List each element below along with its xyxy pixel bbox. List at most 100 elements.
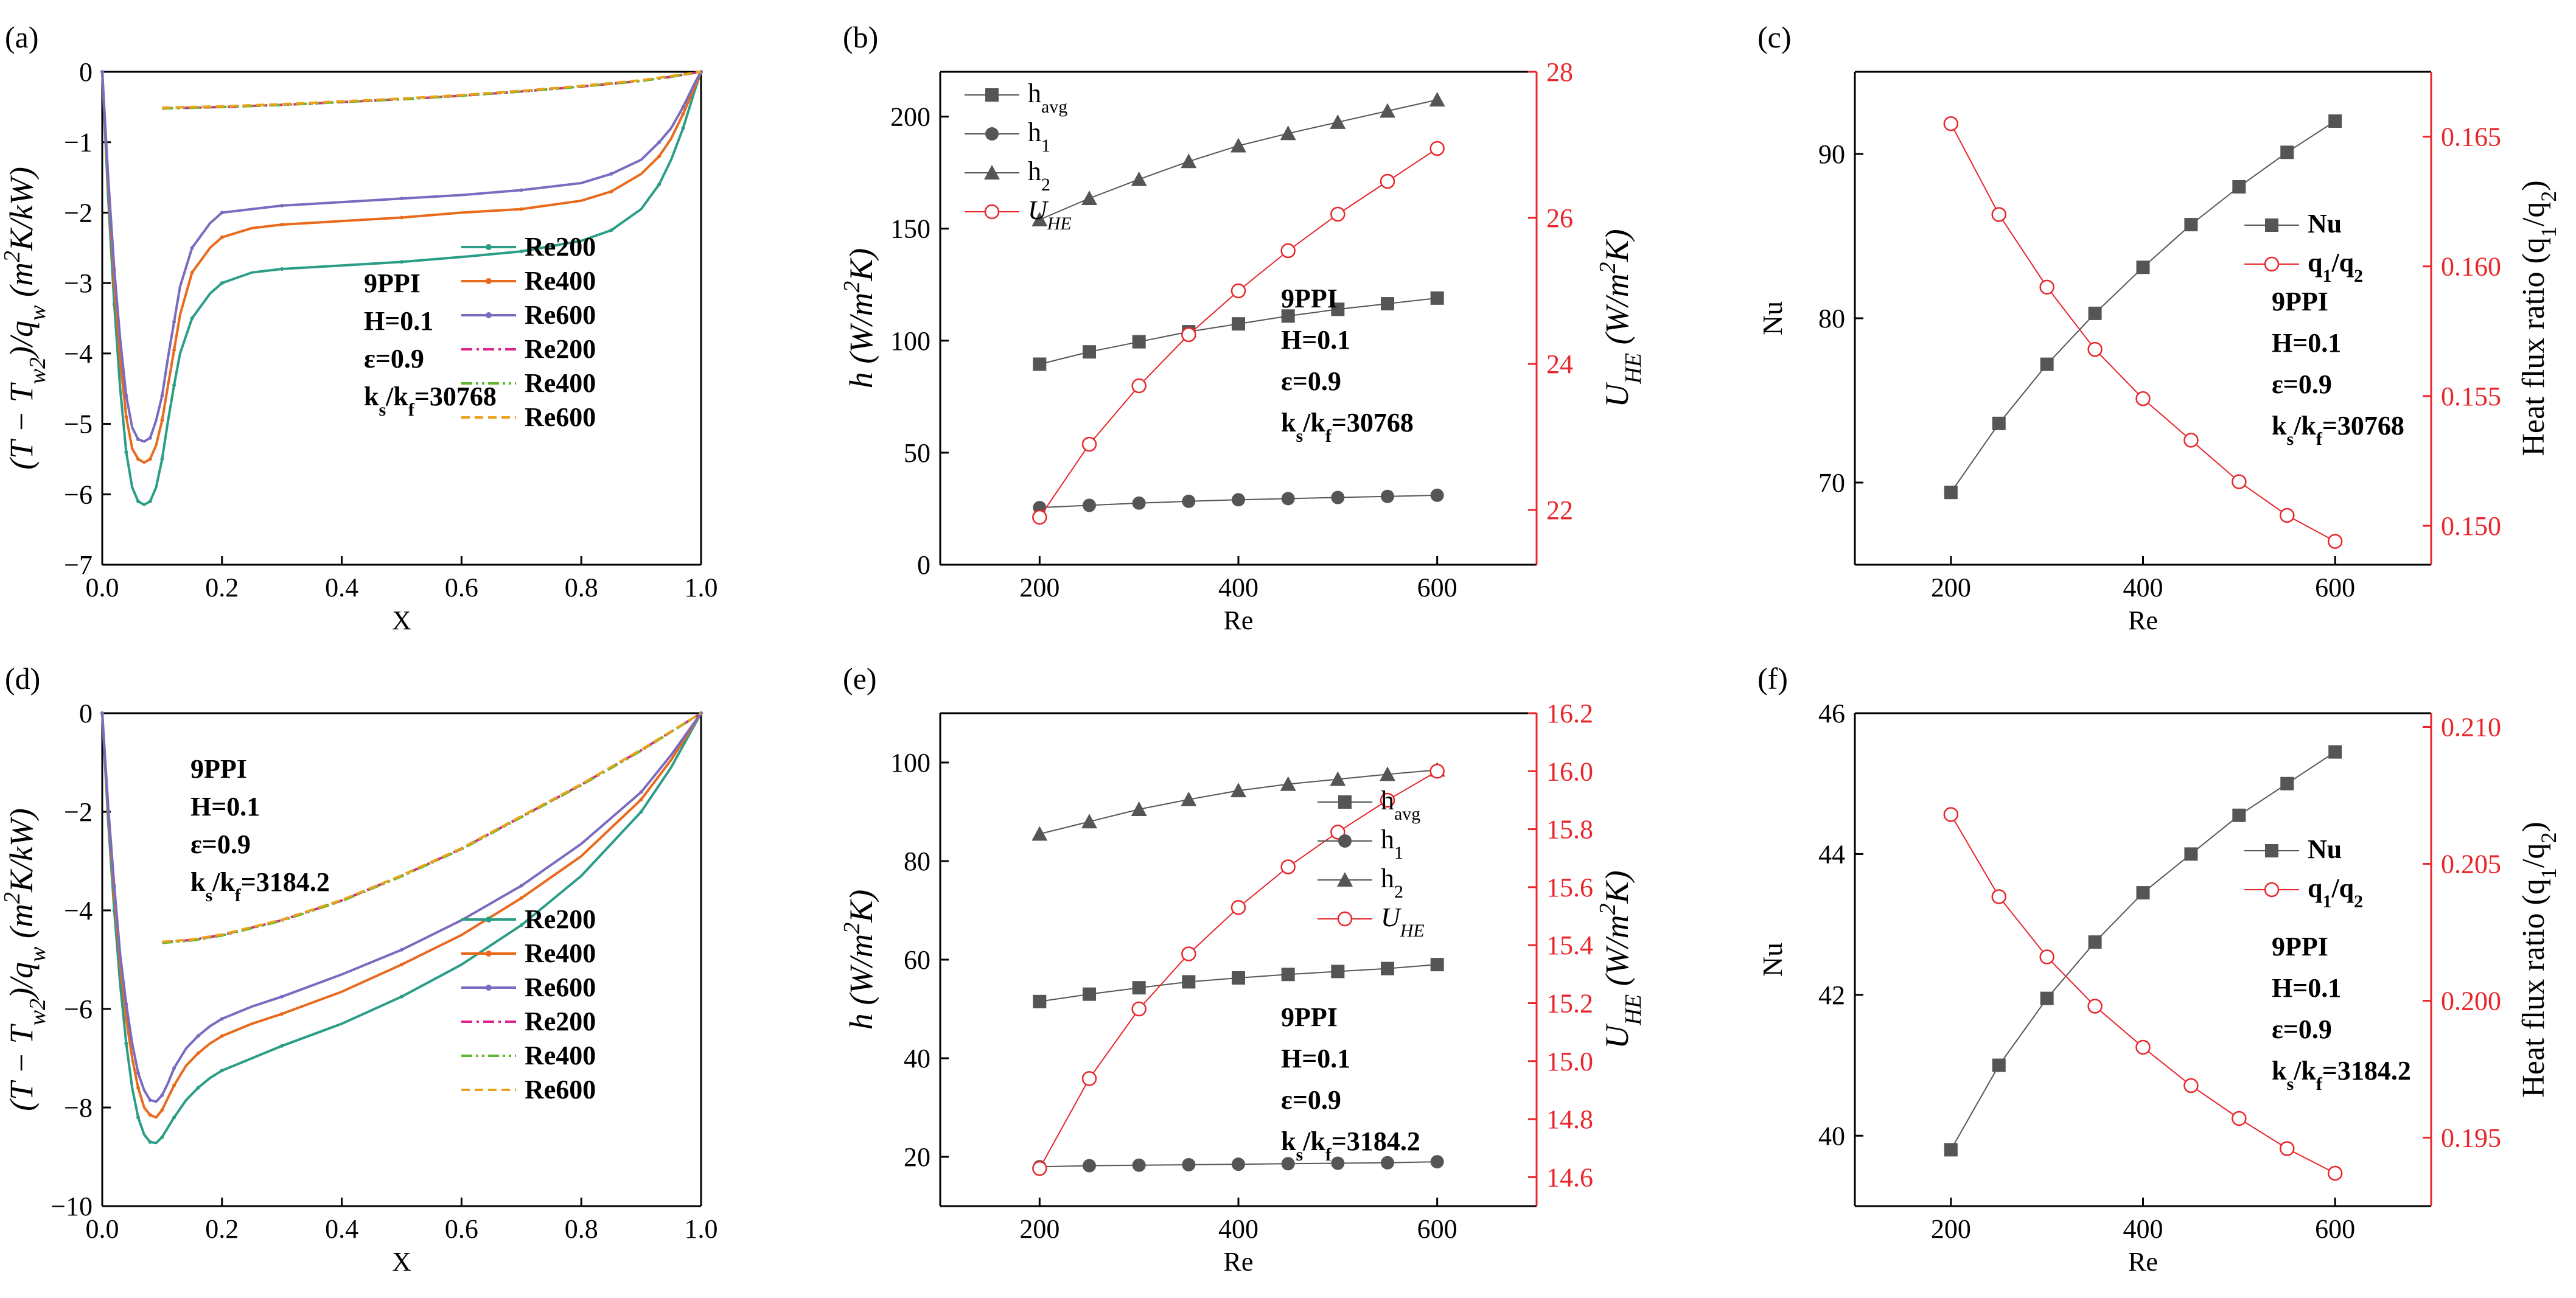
data-point-open-circle [1081, 436, 1097, 452]
y-tick-label: 80 [1818, 304, 1845, 333]
y-tick-label: 200 [890, 102, 930, 132]
data-point-square [1430, 291, 1444, 305]
data-point-open-circle [1230, 283, 1246, 299]
data-point-square [1944, 486, 1958, 500]
text-part: (T − T [3, 1023, 40, 1111]
data-point-open-circle [1380, 173, 1395, 189]
data-point [148, 1113, 152, 1117]
data-point-open-circle [1032, 509, 1047, 525]
panel-f: (f) 200 400 600 Re 40 42 44 46 0.195 0.200 0.205 0.2… [1757, 661, 2561, 1277]
data-point [196, 1051, 200, 1055]
legend-label: Re200 [525, 232, 596, 262]
y-tick-label: 44 [1818, 839, 1845, 869]
text-part: )/q [3, 962, 40, 1000]
x-tick-label: 200 [1931, 1214, 1971, 1244]
legend-marker [2264, 882, 2280, 898]
text-part: K/kW) [3, 808, 40, 893]
y2-tick-label: 22 [1546, 495, 1573, 525]
data-point [280, 1044, 284, 1048]
data-point-open-circle [1330, 206, 1346, 222]
text-part: /q [2516, 843, 2551, 868]
y-tick-label: 40 [904, 1044, 930, 1073]
data-point-triangle [1230, 783, 1246, 798]
annotation-line: H=0.1 [2272, 328, 2341, 358]
data-point-square [2280, 776, 2294, 790]
data-point [148, 1098, 152, 1102]
text-part: k [1281, 408, 1296, 438]
text-part: ) [2516, 180, 2551, 190]
text-part: =30768 [1332, 408, 1414, 438]
legend-marker [2264, 256, 2280, 272]
text-part: s [379, 400, 386, 420]
data-point-circle [1430, 1155, 1444, 1169]
text-part: Nu [2308, 834, 2342, 864]
annotation-line: H=0.1 [2272, 973, 2341, 1003]
data-point-open-circle [2039, 279, 2054, 295]
data-point [400, 260, 403, 264]
legend-label: havg [1381, 786, 1420, 824]
x-tick-label: 400 [2123, 1214, 2163, 1244]
data-point [609, 172, 613, 176]
series-line-re600-dashed [162, 712, 702, 943]
data-point-circle [1132, 496, 1146, 510]
text-part: )/q [3, 321, 40, 359]
panel-label: (a) [5, 20, 39, 54]
right-axis: 22 24 26 28 [1528, 57, 1573, 525]
panel-label: (f) [1757, 661, 1788, 696]
text-part: /k [1302, 1126, 1325, 1156]
data-point [148, 457, 152, 461]
right-axis: 14.6 14.8 15.0 15.2 15.4 15.6 15.8 16.0 16.2 [1528, 699, 1593, 1192]
y2-tick-label: 0.195 [2441, 1123, 2501, 1153]
panel-label: (c) [1757, 20, 1792, 54]
y2-tick-label: 28 [1546, 57, 1573, 87]
data-point-square [2040, 357, 2054, 371]
legend-label: UHE [1028, 195, 1072, 234]
text-part: s [205, 885, 212, 905]
data-point-open-circle [2087, 999, 2103, 1014]
text-part: 1 [1041, 136, 1050, 156]
data-point-circle [1281, 1157, 1295, 1171]
data-point [220, 1069, 224, 1073]
series-line-re400-dashdotdot [162, 71, 702, 110]
data-point-triangle [1081, 190, 1097, 206]
data-point-open-circle [2327, 534, 2343, 549]
data-point [124, 394, 128, 398]
data-point-triangle [1031, 212, 1048, 226]
annotation-line: H=0.1 [190, 792, 260, 822]
data-point [280, 1012, 284, 1016]
x-axis-label: Re [1224, 1247, 1254, 1277]
legend-marker [486, 244, 492, 250]
data-point [100, 70, 104, 74]
legend-label: Re400 [525, 266, 596, 296]
annotation-line: 9PPI [364, 268, 421, 298]
data-point-open-circle [2232, 1111, 2247, 1126]
data-point-square [1132, 335, 1146, 349]
legend-marker [2265, 844, 2278, 857]
data-point [681, 105, 685, 109]
annotation-line: H=0.1 [1281, 325, 1350, 355]
y2-tick-label: 14.8 [1546, 1104, 1593, 1134]
data-point-square [1132, 981, 1146, 995]
data-point [657, 140, 661, 144]
data-point [220, 281, 224, 285]
data-point [639, 797, 643, 801]
data-point [124, 1002, 128, 1006]
text-part: f [2316, 429, 2323, 449]
panel-e: (e) 200 400 600 Re 20 40 60 80 100 14.6 14.8 15.0 15.… [839, 661, 1646, 1277]
text-part: 2 [2536, 832, 2561, 843]
x-tick-label: 0.6 [445, 1214, 478, 1244]
data-point-open-circle [1280, 243, 1296, 259]
text-part: /k [385, 382, 408, 411]
text-part: 1 [2536, 226, 2561, 237]
text-part: HE [1047, 214, 1072, 234]
data-point [160, 1135, 164, 1139]
text-part: Heat flux ratio (q [2516, 237, 2551, 456]
data-point [148, 1140, 152, 1144]
y2-tick-label: 15.2 [1546, 988, 1593, 1018]
data-point-open-circle [2039, 949, 2054, 965]
text-part: =3184.2 [241, 867, 330, 897]
text-part: k [2272, 1056, 2287, 1086]
data-point-triangle [1230, 138, 1246, 153]
data-point [148, 499, 152, 503]
